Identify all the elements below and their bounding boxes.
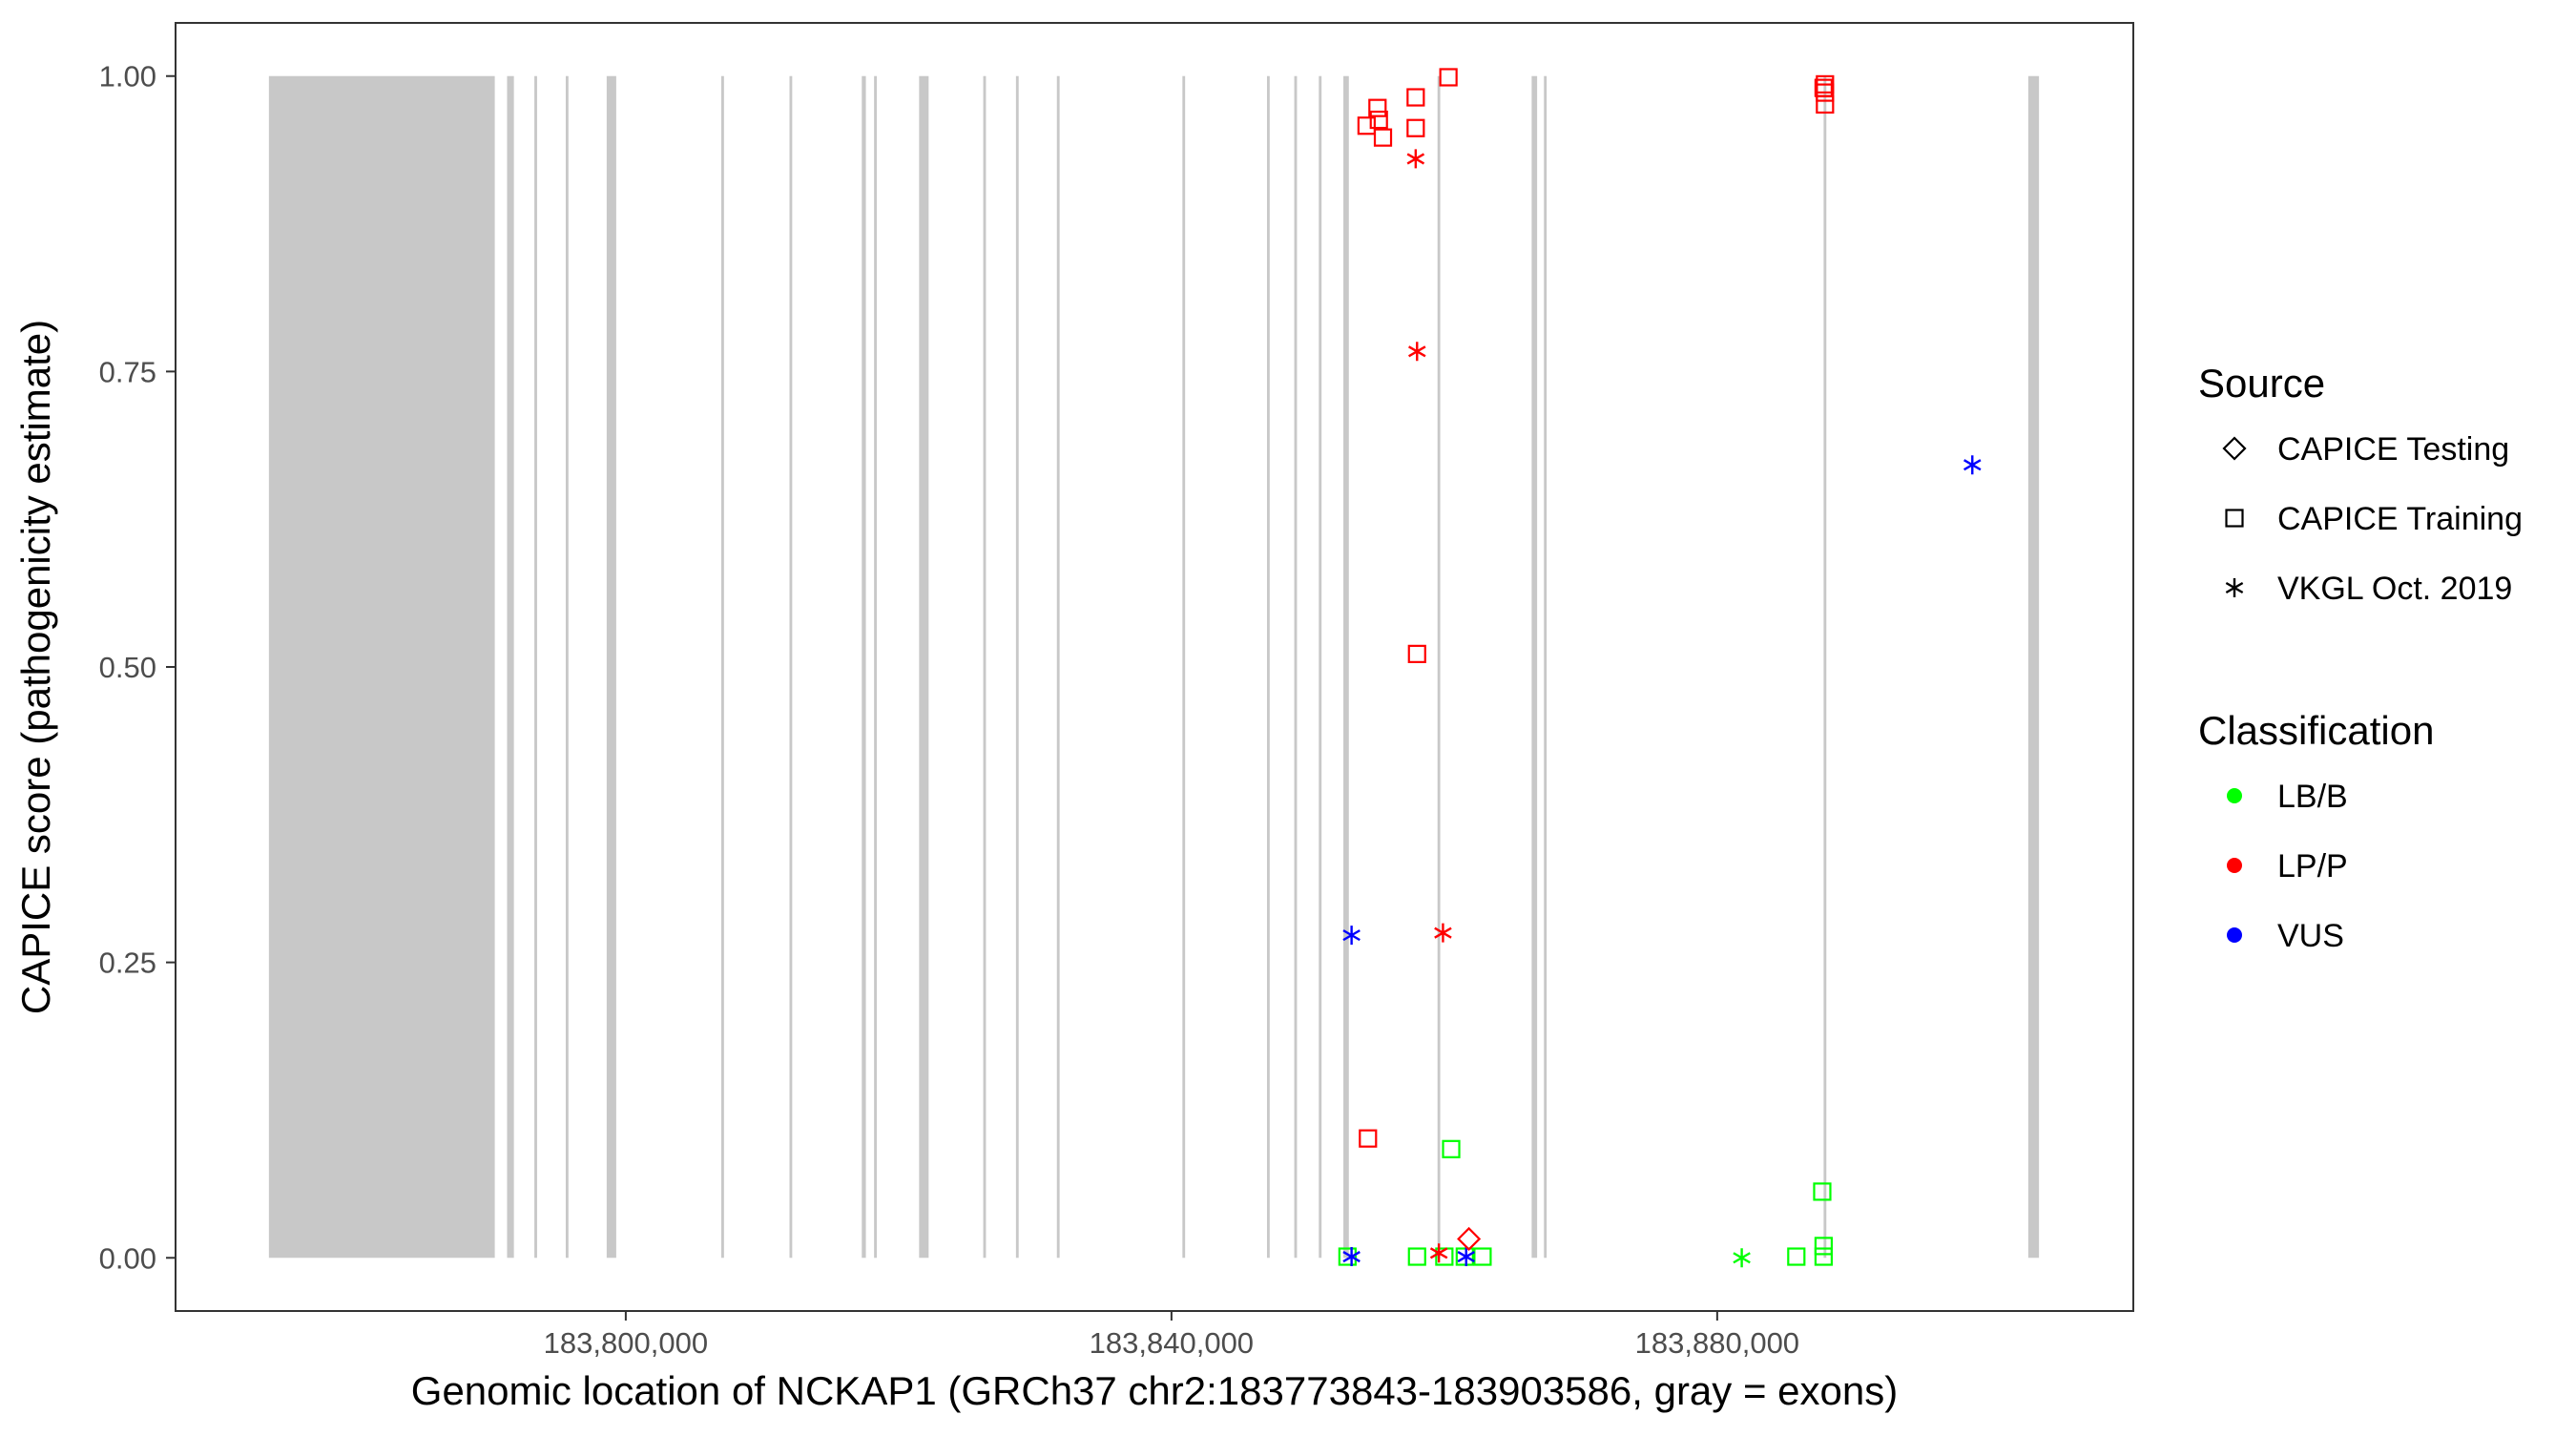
data-point <box>1963 455 1982 475</box>
exon-band <box>268 75 495 1259</box>
exon-layer <box>268 75 2040 1259</box>
data-point <box>1369 110 1388 130</box>
exon-band <box>1531 75 1538 1259</box>
legend-label: LP/P <box>2277 848 2348 884</box>
legend-key-asterisk <box>2225 578 2244 597</box>
exon-band <box>1319 75 1322 1259</box>
y-tick-label: 0.50 <box>99 651 156 684</box>
exon-band <box>1182 75 1186 1259</box>
legend-label: LB/B <box>2277 779 2348 815</box>
exon-band <box>1266 75 1270 1259</box>
legend-label: VKGL Oct. 2019 <box>2277 571 2512 607</box>
legend-key-square <box>2225 509 2244 528</box>
x-axis-title: Genomic location of NCKAP1 (GRCh37 chr2:… <box>411 1368 1898 1413</box>
legend-key-dot <box>2227 927 2242 943</box>
x-tick-label: 183,840,000 <box>1090 1326 1254 1360</box>
exon-band <box>720 75 724 1259</box>
exon-band <box>983 75 987 1259</box>
data-point <box>1338 1247 1357 1266</box>
y-tick-label: 0.75 <box>99 355 156 388</box>
data-point <box>1733 1248 1751 1268</box>
data-point <box>1816 83 1835 102</box>
data-point <box>1442 1139 1461 1158</box>
legend-title-source: Source <box>2198 361 2325 406</box>
legend-key-diamond <box>2222 436 2247 461</box>
exon-band <box>1544 75 1548 1259</box>
data-point <box>1457 1226 1482 1252</box>
data-point <box>1787 1247 1806 1266</box>
exon-band <box>919 75 929 1259</box>
y-tick-label: 0.00 <box>99 1241 156 1275</box>
legend: Source CAPICE Testing CAPICE Training VKGL … <box>2198 361 2523 954</box>
data-point <box>1407 1247 1426 1266</box>
data-point <box>1435 1247 1454 1266</box>
x-tick-label: 183,800,000 <box>544 1326 708 1360</box>
data-point <box>1406 118 1425 137</box>
data-point <box>1814 1247 1833 1266</box>
y-tick-label: 1.00 <box>99 60 156 94</box>
exon-band <box>1437 75 1441 1259</box>
data-point <box>1814 1237 1833 1256</box>
data-point <box>1816 94 1835 114</box>
data-point <box>1407 644 1426 663</box>
legend-title-classification: Classification <box>2198 708 2434 753</box>
exon-band <box>1823 75 1827 1259</box>
data-point <box>1439 68 1458 87</box>
legend-key-dot <box>2227 858 2242 873</box>
data-point <box>1342 926 1361 946</box>
y-tick-label: 0.25 <box>99 947 156 980</box>
legend-label: CAPICE Training <box>2277 501 2523 537</box>
exon-band <box>1294 75 1298 1259</box>
x-tick-label: 183,880,000 <box>1635 1326 1799 1360</box>
data-point <box>1357 116 1376 135</box>
legend-label: VUS <box>2277 918 2344 954</box>
legend-label: CAPICE Testing <box>2277 431 2509 468</box>
data-point <box>1359 1129 1378 1148</box>
exon-band <box>2027 75 2040 1259</box>
exon-band <box>789 75 793 1259</box>
data-point <box>1406 88 1425 107</box>
exon-band <box>1343 75 1349 1259</box>
exon-band <box>874 75 878 1259</box>
exon-band <box>1056 75 1060 1259</box>
data-point <box>1455 1247 1474 1266</box>
data-point <box>1473 1247 1492 1266</box>
data-point <box>1406 149 1425 169</box>
y-axis-title: CAPICE score (pathogenicity estimate) <box>13 320 58 1014</box>
axis-layer: 183,800,000 183,840,000 183,880,000 0.00 0.2… <box>99 60 1799 1360</box>
data-point <box>1813 1182 1832 1201</box>
exon-band <box>1015 75 1019 1259</box>
exon-band <box>507 75 514 1259</box>
data-point <box>1434 923 1452 943</box>
point-layer <box>1338 68 1982 1268</box>
exon-band <box>565 75 569 1259</box>
data-point <box>1373 128 1393 147</box>
data-point <box>1457 1247 1476 1267</box>
legend-key-dot <box>2227 788 2242 803</box>
data-point <box>1408 342 1426 362</box>
data-point <box>1368 98 1387 117</box>
exon-band <box>534 75 537 1259</box>
data-point <box>1342 1247 1361 1267</box>
exon-band <box>606 75 616 1259</box>
data-point <box>1429 1243 1448 1263</box>
exon-band <box>862 75 866 1259</box>
